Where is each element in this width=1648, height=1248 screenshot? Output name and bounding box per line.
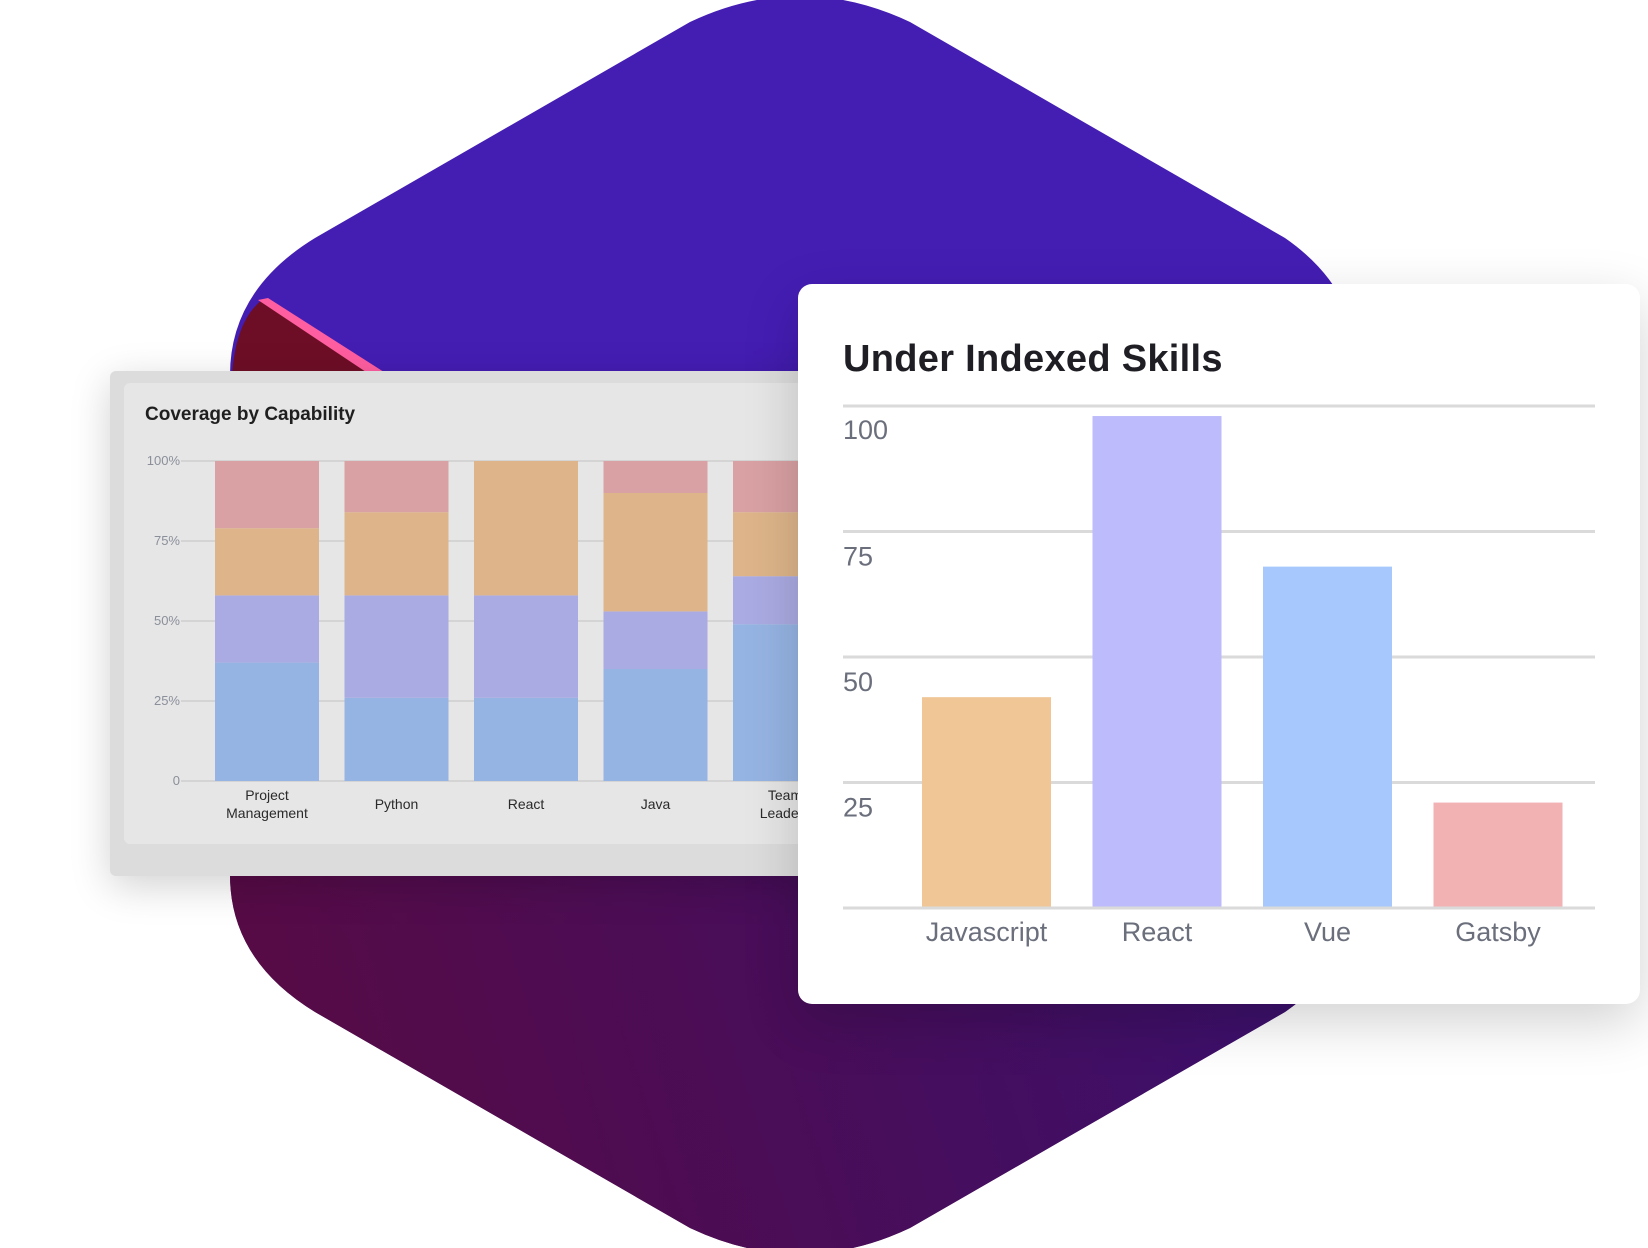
coverage-x-tick-label: Leaders (760, 805, 811, 821)
skills-x-tick-label: Vue (1304, 917, 1351, 947)
hexagon-pink-stripe (258, 298, 384, 372)
coverage-x-tick-label: Team (768, 787, 802, 803)
skills-bar (1092, 416, 1222, 908)
coverage-bar-segment (344, 595, 449, 698)
coverage-x-tick-label: Java (641, 796, 671, 812)
coverage-bar-segment (603, 611, 708, 669)
coverage-x-tick-label: React (508, 796, 545, 812)
coverage-bar-segment (215, 528, 319, 596)
coverage-y-tick-label: 50% (154, 613, 180, 628)
coverage-x-tick-label: Management (226, 805, 308, 821)
skills-y-tick-label: 25 (843, 793, 873, 823)
coverage-bar-segment (344, 697, 449, 781)
coverage-bar-segment (474, 461, 578, 596)
skills-bar (922, 697, 1051, 908)
skills-x-tick-label: Javascript (926, 917, 1048, 947)
skills-y-tick-label: 100 (843, 415, 888, 445)
skills-x-tick-label: React (1122, 917, 1193, 947)
coverage-bar-segment (603, 461, 708, 493)
coverage-x-tick-label: Project (245, 787, 289, 803)
skills-y-tick-label: 50 (843, 667, 873, 697)
coverage-card: Coverage by Capability 100% 75% 50% 25% 0 Pro… (110, 371, 930, 876)
skills-x-tick-label: Gatsby (1455, 917, 1541, 947)
skills-y-tick-label: 75 (843, 542, 873, 572)
coverage-bar-segment (215, 461, 319, 529)
skills-bar (1263, 566, 1392, 908)
coverage-chart-title: Coverage by Capability (145, 404, 356, 425)
coverage-y-tick-label: 25% (154, 693, 180, 708)
coverage-bar-segment (603, 669, 708, 781)
skills-bar (1433, 802, 1563, 908)
coverage-bar-segment (215, 595, 319, 663)
skills-card: Under Indexed Skills 100 75 50 25 Javascript… (798, 284, 1640, 1004)
coverage-bar-segment (474, 697, 578, 781)
coverage-y-tick-label: 100% (147, 453, 181, 468)
coverage-bar-segment (344, 461, 449, 513)
coverage-y-tick-label: 75% (154, 533, 180, 548)
skills-chart-title: Under Indexed Skills (843, 338, 1223, 380)
coverage-y-tick-label: 0 (173, 773, 180, 788)
coverage-bar-segment (474, 595, 578, 698)
coverage-bar-segment (215, 662, 319, 781)
skills-chart: 100 75 50 25 Javascript React Vue Gatsby (843, 404, 1595, 947)
coverage-bar-segment (603, 493, 708, 612)
coverage-bar-segment (344, 512, 449, 596)
coverage-x-tick-label: Python (375, 796, 419, 812)
